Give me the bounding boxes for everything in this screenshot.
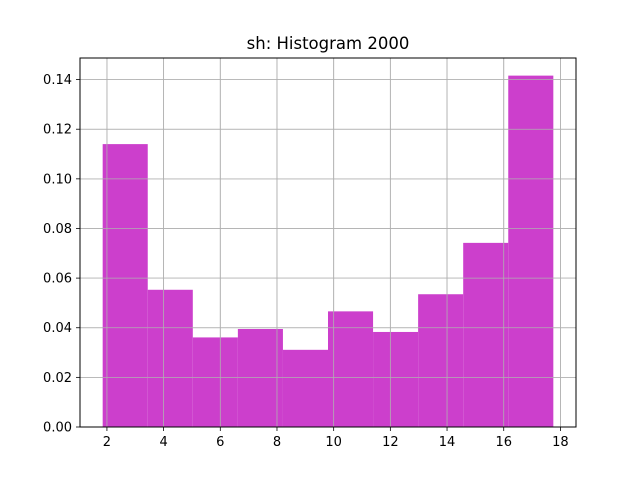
plot-frame xyxy=(79,57,577,428)
x-tick-label: 12 xyxy=(382,435,399,450)
x-tick-label: 8 xyxy=(273,435,281,450)
y-tick-label: 0.02 xyxy=(43,371,72,386)
x-tick-label: 16 xyxy=(495,435,512,450)
histogram-bar xyxy=(192,337,238,427)
chart-title: sh: Histogram 2000 xyxy=(247,34,410,53)
y-tick-label: 0.08 xyxy=(43,222,72,237)
x-tick-label: 6 xyxy=(216,435,224,450)
y-tick-label: 0.00 xyxy=(43,421,72,436)
histogram-bar xyxy=(418,294,464,427)
histogram-bar xyxy=(463,242,509,427)
x-tick-label: 2 xyxy=(103,435,111,450)
histogram-bar xyxy=(282,349,328,427)
histogram-bar xyxy=(102,144,148,427)
y-tick-label: 0.14 xyxy=(43,73,72,88)
x-tick-label: 4 xyxy=(159,435,167,450)
x-tick-label: 18 xyxy=(552,435,569,450)
histogram-bar xyxy=(237,328,283,427)
histogram-bar xyxy=(373,331,419,427)
x-tick-label: 10 xyxy=(325,435,342,450)
axes: 2 4 6 8 10 12 14 16 18 0.00 0.02 0.04 0.06 0.08 0.10 0.… xyxy=(43,57,577,450)
histogram-bar xyxy=(508,75,554,427)
y-tick-label: 0.10 xyxy=(43,172,72,187)
y-tick-label: 0.04 xyxy=(43,321,72,336)
histogram-bar xyxy=(328,311,374,427)
y-tick-label: 0.12 xyxy=(43,123,72,138)
y-tick-label: 0.06 xyxy=(43,272,72,287)
x-tick-label: 14 xyxy=(439,435,456,450)
bars xyxy=(80,58,576,428)
histogram-bar xyxy=(147,289,193,427)
